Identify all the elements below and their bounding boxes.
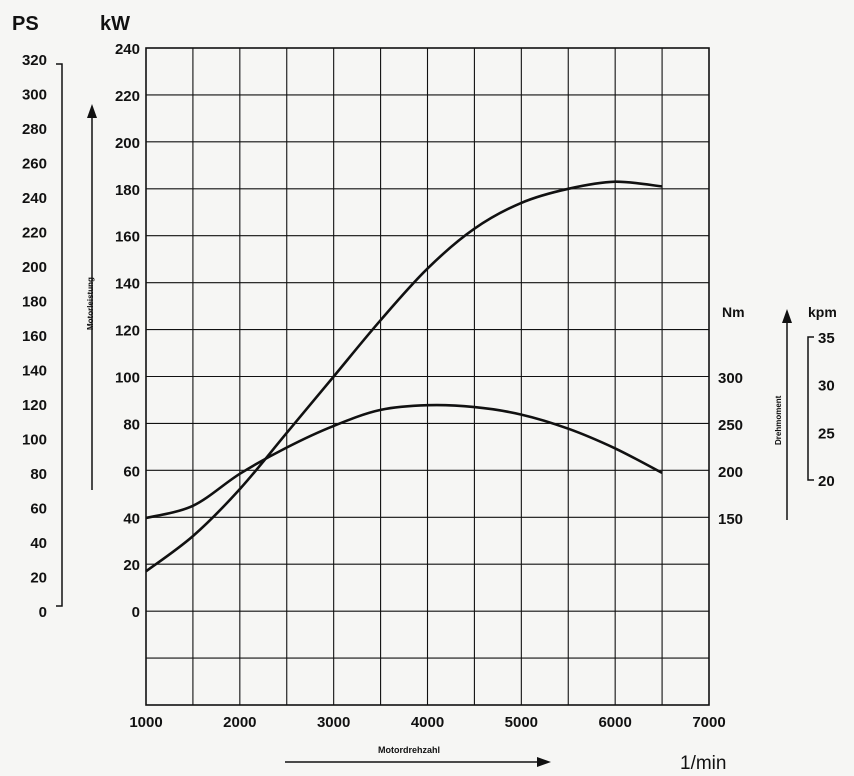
nm-tick-label: 300 xyxy=(718,370,743,387)
rpm-unit-label: 1/min xyxy=(680,753,726,774)
ps-axis: 3203002802602402202001801601401201008060… xyxy=(22,52,47,621)
kpm-tick-label: 20 xyxy=(818,473,835,490)
ps-tick-label: 80 xyxy=(30,466,47,483)
power-arrow-head xyxy=(87,104,97,118)
ylabel-left: Motorleistung xyxy=(86,277,95,330)
kw-tick-label: 60 xyxy=(123,463,140,480)
kw-tick-label: 240 xyxy=(115,41,140,58)
kw-tick-label: 140 xyxy=(115,276,140,293)
ps-axis-bracket xyxy=(56,63,63,607)
ps-tick-label: 60 xyxy=(30,501,47,518)
nm-unit-label: Nm xyxy=(722,304,745,320)
ps-tick-label: 160 xyxy=(22,328,47,345)
x-tick-label: 7000 xyxy=(692,714,725,731)
rpm-arrow-head xyxy=(537,757,551,767)
x-axis-label: Motordrehzahl xyxy=(378,745,440,755)
power-curve xyxy=(145,180,663,573)
kw-tick-label: 40 xyxy=(123,510,140,527)
ps-tick-label: 200 xyxy=(22,259,47,276)
kw-tick-label: 220 xyxy=(115,88,140,105)
grid xyxy=(145,47,710,706)
kpm-axis: 35 30 25 20 xyxy=(818,330,835,490)
x-tick-label: 3000 xyxy=(317,714,350,731)
kw-tick-label: 20 xyxy=(123,557,140,574)
kpm-tick-label: 25 xyxy=(818,425,835,442)
ps-tick-label: 100 xyxy=(22,432,47,449)
ps-unit-label: PS xyxy=(12,13,39,35)
kw-tick-label: 100 xyxy=(115,370,140,387)
ps-tick-label: 320 xyxy=(22,52,47,69)
kw-tick-label: 80 xyxy=(123,416,140,433)
kw-tick-label: 120 xyxy=(115,323,140,340)
nm-tick-label: 150 xyxy=(718,511,743,528)
x-tick-label: 6000 xyxy=(598,714,631,731)
x-tick-label: 5000 xyxy=(505,714,538,731)
kw-tick-label: 200 xyxy=(115,135,140,152)
ps-tick-label: 240 xyxy=(22,190,47,207)
kpm-unit-label: kpm xyxy=(808,304,837,320)
x-axis: 1000 2000 3000 4000 5000 6000 7000 xyxy=(129,714,725,731)
nm-tick-label: 200 xyxy=(718,464,743,481)
torque-curve xyxy=(145,403,663,520)
ps-tick-label: 0 xyxy=(39,604,47,621)
x-tick-label: 4000 xyxy=(411,714,444,731)
kw-unit-label: kW xyxy=(100,13,130,35)
ps-tick-label: 20 xyxy=(30,570,47,587)
ps-tick-label: 180 xyxy=(22,293,47,310)
ps-tick-label: 260 xyxy=(22,155,47,172)
nm-tick-label: 250 xyxy=(718,417,743,434)
ps-tick-label: 40 xyxy=(30,535,47,552)
kpm-tick-label: 30 xyxy=(818,378,835,395)
nm-axis: 300 250 200 150 xyxy=(718,370,743,528)
x-tick-label: 2000 xyxy=(223,714,256,731)
kw-tick-label: 180 xyxy=(115,182,140,199)
ps-tick-label: 300 xyxy=(22,86,47,103)
ylabel-right: Drehmoment xyxy=(774,395,783,445)
ps-tick-label: 120 xyxy=(22,397,47,414)
ps-tick-label: 220 xyxy=(22,224,47,241)
kw-tick-label: 0 xyxy=(132,604,140,621)
kpm-axis-bracket xyxy=(807,336,814,481)
kpm-tick-label: 35 xyxy=(818,330,835,347)
kw-tick-label: 160 xyxy=(115,229,140,246)
x-tick-label: 1000 xyxy=(129,714,162,731)
ps-tick-label: 140 xyxy=(22,363,47,380)
ps-tick-label: 280 xyxy=(22,121,47,138)
torque-arrow-head xyxy=(782,309,792,323)
